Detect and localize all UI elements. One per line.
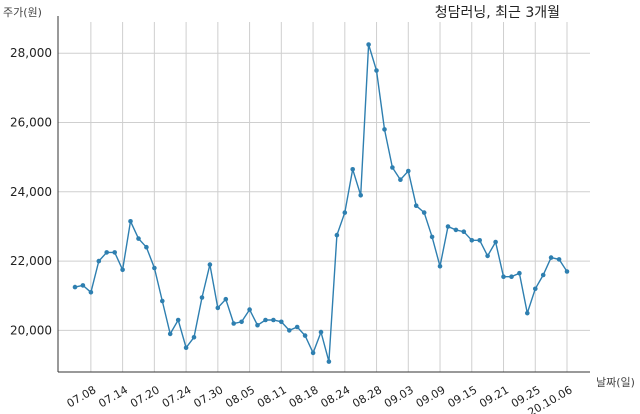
x-tick-label: 09.21 <box>477 383 511 410</box>
data-point <box>215 305 221 311</box>
y-tick-label: 20,000 <box>10 323 52 337</box>
y-tick-label: 24,000 <box>10 185 52 199</box>
x-tick-label: 09.09 <box>414 383 448 410</box>
data-point <box>342 210 348 215</box>
data-point <box>493 239 498 245</box>
data-point <box>160 298 165 304</box>
data-point <box>279 319 284 325</box>
data-point <box>382 127 387 132</box>
x-tick-label: 08.11 <box>255 383 289 410</box>
data-point <box>104 250 109 255</box>
x-tick-label: 09.15 <box>445 383 479 410</box>
data-point <box>548 255 554 260</box>
data-point <box>318 329 324 335</box>
data-point <box>445 224 451 229</box>
data-point <box>80 283 86 288</box>
x-tick-label: 08.05 <box>223 383 257 410</box>
y-tick-label: 22,000 <box>10 254 52 268</box>
x-tick-label: 07.24 <box>160 383 194 410</box>
data-point <box>469 238 475 243</box>
data-point <box>350 167 356 172</box>
data-point <box>96 258 102 264</box>
x-tick-label: 08.28 <box>350 383 384 410</box>
data-point <box>437 264 443 269</box>
x-tick-label: 07.08 <box>65 383 99 410</box>
price-series-line <box>74 44 568 362</box>
grid-lines <box>58 22 590 372</box>
data-point <box>263 317 268 323</box>
x-tick-labels: 07.0807.1407.2007.2407.3008.0508.1108.18… <box>65 383 575 414</box>
data-point <box>152 265 157 271</box>
data-point <box>191 335 197 340</box>
data-point <box>294 324 300 330</box>
data-point <box>334 232 340 238</box>
data-point <box>374 68 379 73</box>
chart-title: 청담러닝, 최근 3개월 <box>435 5 560 21</box>
data-point <box>421 210 427 215</box>
data-point <box>556 257 562 262</box>
data-point <box>366 42 371 47</box>
data-point <box>326 359 332 364</box>
data-point <box>207 262 213 267</box>
x-tick-label: 07.14 <box>96 383 130 410</box>
data-point <box>564 269 570 274</box>
x-axis-label: 날짜(일) <box>596 375 635 389</box>
data-point <box>406 168 411 174</box>
data-point <box>136 236 141 241</box>
data-point <box>310 350 316 356</box>
data-point <box>231 321 236 326</box>
data-point <box>461 229 467 234</box>
data-point <box>175 317 181 323</box>
x-tick-label: 08.18 <box>287 383 321 410</box>
data-point <box>223 296 229 302</box>
data-point <box>255 322 260 328</box>
data-point <box>287 328 292 333</box>
data-point <box>120 267 125 273</box>
data-point <box>525 310 530 316</box>
x-tick-label: 09.03 <box>382 383 416 410</box>
x-tick-label: 07.30 <box>192 383 226 410</box>
y-tick-labels: 20,000 22,000 24,000 26,000 28,000 <box>10 46 52 337</box>
data-point <box>429 234 435 240</box>
data-point <box>390 165 395 170</box>
data-point <box>533 286 538 292</box>
data-point <box>271 317 276 323</box>
price-series-points <box>72 42 570 364</box>
data-point <box>501 274 506 280</box>
y-tick-label: 28,000 <box>10 46 52 60</box>
data-point <box>88 290 94 295</box>
x-tick-label: 07.20 <box>128 383 162 410</box>
data-point <box>112 250 117 255</box>
data-point <box>477 238 483 243</box>
data-point <box>517 270 522 276</box>
data-point <box>509 274 514 280</box>
data-point <box>239 319 244 325</box>
y-tick-label: 26,000 <box>10 115 52 129</box>
x-tick-label: 08.24 <box>319 383 353 410</box>
data-point <box>413 203 419 208</box>
y-axis-label: 주가(원) <box>3 6 42 19</box>
data-point <box>358 193 364 198</box>
data-point <box>453 227 459 233</box>
data-point <box>144 244 149 250</box>
data-point <box>485 253 490 259</box>
data-point <box>398 177 403 182</box>
data-point <box>183 345 189 351</box>
data-point <box>199 295 205 300</box>
data-point <box>247 307 252 312</box>
axes <box>57 16 590 373</box>
data-point <box>167 331 173 337</box>
data-point <box>302 333 308 338</box>
data-point <box>128 219 133 224</box>
data-point <box>540 272 546 278</box>
data-point <box>72 284 78 290</box>
